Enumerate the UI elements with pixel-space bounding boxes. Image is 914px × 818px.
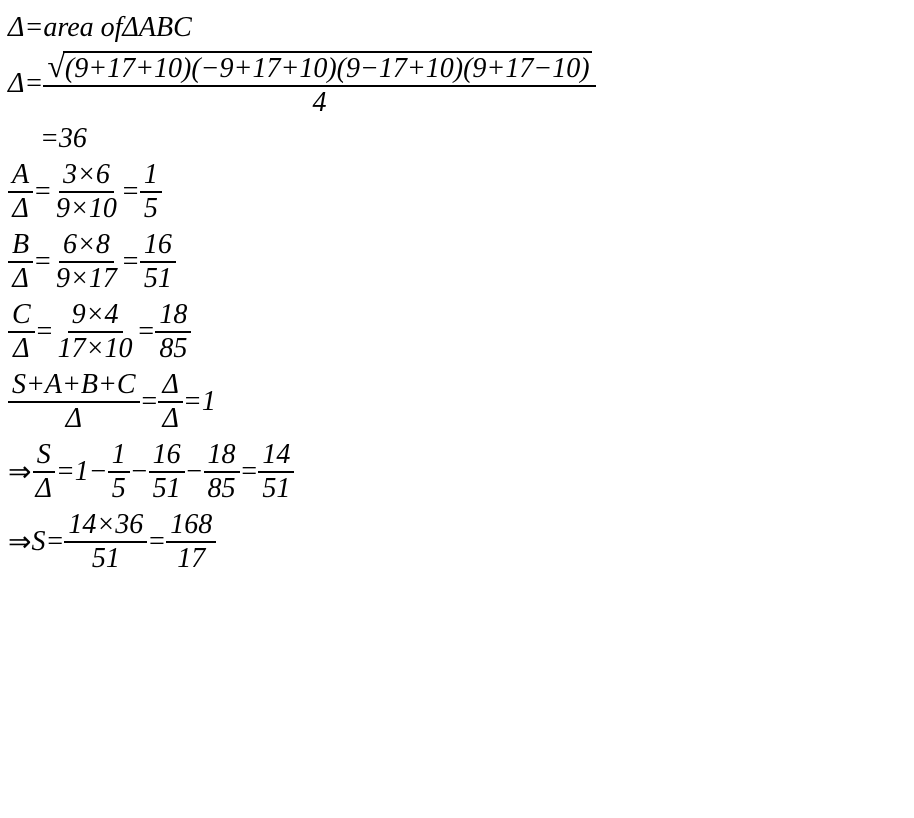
fraction: 1 5 [108,439,130,505]
fraction-A-delta: A Δ [8,159,33,225]
equals: = [137,316,156,348]
fraction: 14 51 [258,439,294,505]
fraction: 16 51 [149,439,185,505]
fraction-delta-delta: Δ Δ [158,369,182,435]
equals: = [147,526,166,558]
numerator: 168 [166,509,216,543]
numerator: A [8,159,33,193]
denominator: 51 [258,473,294,505]
numerator: √ (9+17+10)(−9+17+10)(9−17+10)(9+17−10) [43,48,595,87]
text-triangle-abc: ΔABC [122,12,191,44]
fraction: 6×8 9×17 [52,229,121,295]
denominator: 85 [155,333,191,365]
radicand: (9+17+10)(−9+17+10)(9−17+10)(9+17−10) [63,51,592,85]
fraction: 168 17 [166,509,216,575]
lhs: Δ= [8,68,43,100]
equation-line-1: Δ = area of ΔABC [8,12,906,44]
sqrt-expression: √ (9+17+10)(−9+17+10)(9−17+10)(9+17−10) [47,48,591,85]
fraction-C-delta: C Δ [8,299,35,365]
numerator: 16 [149,439,185,473]
denominator: 9×17 [52,263,121,295]
equation-line-9: ⇒ S= 14×36 51 = 168 17 [8,509,906,575]
denominator: Δ [31,473,55,505]
denominator: 9×10 [52,193,121,225]
denominator: Δ [8,193,32,225]
result-36: =36 [40,123,87,155]
minus: − [130,456,149,488]
equation-line-2: Δ= √ (9+17+10)(−9+17+10)(9−17+10)(9+17−1… [8,48,906,119]
denominator: 5 [140,193,162,225]
denominator: Δ [158,403,182,435]
numerator: 1 [108,439,130,473]
equation-line-4: A Δ = 3×6 9×10 = 1 5 [8,159,906,225]
equals: = [24,12,43,44]
numerator: S+A+B+C [8,369,140,403]
denominator: 51 [149,473,185,505]
fraction: 3×6 9×10 [52,159,121,225]
fraction: 1 5 [140,159,162,225]
equation-line-7: S+A+B+C Δ = Δ Δ =1 [8,369,906,435]
fraction: 18 85 [204,439,240,505]
numerator: 18 [204,439,240,473]
denominator: 17 [173,543,209,575]
implies-arrow-icon: ⇒ [8,525,31,559]
equation-line-6: C Δ = 9×4 17×10 = 18 85 [8,299,906,365]
fraction: √ (9+17+10)(−9+17+10)(9−17+10)(9+17−10) … [43,48,595,119]
fraction: 14×36 51 [64,509,147,575]
numerator: 18 [155,299,191,333]
equals: = [240,456,259,488]
numerator: 6×8 [59,229,114,263]
fraction: 9×4 17×10 [54,299,137,365]
fraction: 16 51 [140,229,176,295]
fraction-S-delta: S Δ [31,439,55,505]
equals: = [35,316,54,348]
equals: = [140,386,159,418]
denominator: 17×10 [54,333,137,365]
equation-line-5: B Δ = 6×8 9×17 = 16 51 [8,229,906,295]
denominator: 51 [88,543,124,575]
equals: = [33,176,52,208]
equals: = [121,176,140,208]
numerator: 1 [140,159,162,193]
denominator: 4 [308,87,330,119]
implies-arrow-icon: ⇒ [8,455,31,489]
denominator: 51 [140,263,176,295]
numerator: Δ [158,369,182,403]
equals: = [33,246,52,278]
numerator: C [8,299,35,333]
numerator: 3×6 [59,159,114,193]
numerator: 9×4 [68,299,123,333]
numerator: S [33,439,55,473]
minus: − [185,456,204,488]
lhs-S: S= [31,526,64,558]
fraction: 18 85 [155,299,191,365]
numerator: 16 [140,229,176,263]
denominator: 85 [204,473,240,505]
equals-one-minus: =1− [56,456,108,488]
numerator: 14×36 [64,509,147,543]
fraction-sum: S+A+B+C Δ [8,369,140,435]
fraction-B-delta: B Δ [8,229,33,295]
denominator: Δ [62,403,86,435]
delta-symbol: Δ [8,12,24,44]
denominator: 5 [108,473,130,505]
equation-line-3: =36 [8,123,906,155]
text-area-of: area of [43,12,122,44]
denominator: Δ [9,333,33,365]
equals: = [121,246,140,278]
equals-one: =1 [183,386,216,418]
denominator: Δ [8,263,32,295]
equation-line-8: ⇒ S Δ =1− 1 5 − 16 51 − 18 85 = 14 51 [8,439,906,505]
numerator: 14 [258,439,294,473]
numerator: B [8,229,33,263]
